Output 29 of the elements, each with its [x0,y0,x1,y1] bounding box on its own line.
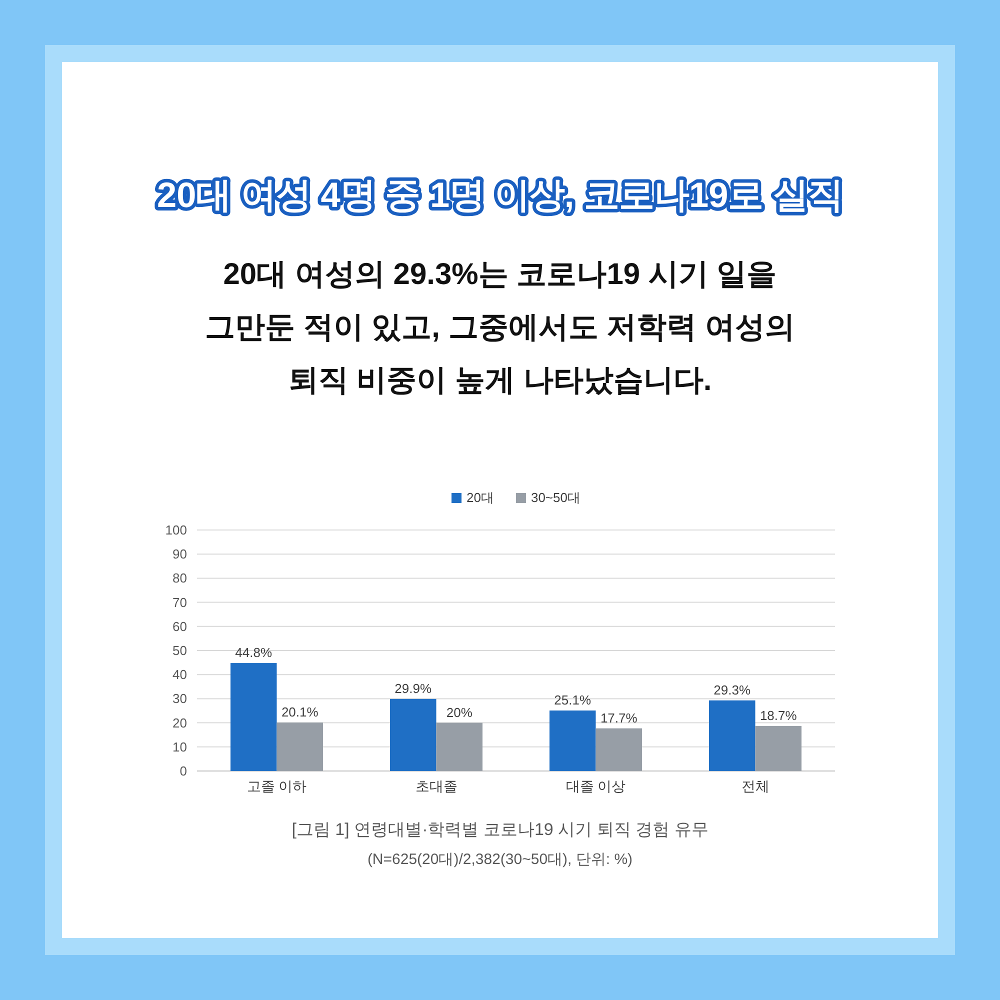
data-label: 29.9% [394,680,432,696]
y-tick-label: 30 [172,691,187,706]
y-tick-label: 70 [172,594,187,610]
y-tick-label: 10 [172,739,187,754]
data-label: 44.8% [235,645,272,660]
x-tick-label: 대졸 이상 [566,778,626,794]
y-tick-label: 100 [165,522,187,538]
chart-subtitle: 20대 여성의 29.3%는 코로나19 시기 일을 그만둔 적이 있고, 그중에서도 저학력 여성의 퇴직 비중이 높게 나타났습니다. [204,258,796,397]
y-tick-label: 0 [180,764,187,778]
data-label: 20% [446,704,473,720]
y-tick-label: 50 [172,643,187,658]
legend-label: 30~50대 [530,490,580,505]
data-label: 25.1% [554,692,592,708]
y-tick-label: 20 [172,715,187,730]
y-tick-label: 80 [172,570,187,586]
data-label: 29.3% [714,682,751,698]
data-label: 18.7% [760,708,798,723]
legend-label: 20대 [466,490,494,505]
text: (N=625(20대)/2,382(30~50대), 단위: %) [367,851,633,868]
x-tick-label: 전체 [741,778,770,794]
x-tick-label: 초대졸 [415,778,458,794]
y-tick-label: 40 [172,667,187,682]
x-tick-label: 고졸 이하 [246,778,307,794]
y-tick-label: 60 [172,618,187,634]
data-label: 20.1% [281,704,319,720]
chart-title: 20대 여성 4명 중 1명 이상, 코로나19로 실직 [156,176,844,215]
data-label: 17.7% [600,710,638,726]
y-tick-label: 90 [172,546,187,562]
text: [그림 1] 연령대별·학력별 코로나19 시기 퇴직 경험 유무 [292,820,708,839]
